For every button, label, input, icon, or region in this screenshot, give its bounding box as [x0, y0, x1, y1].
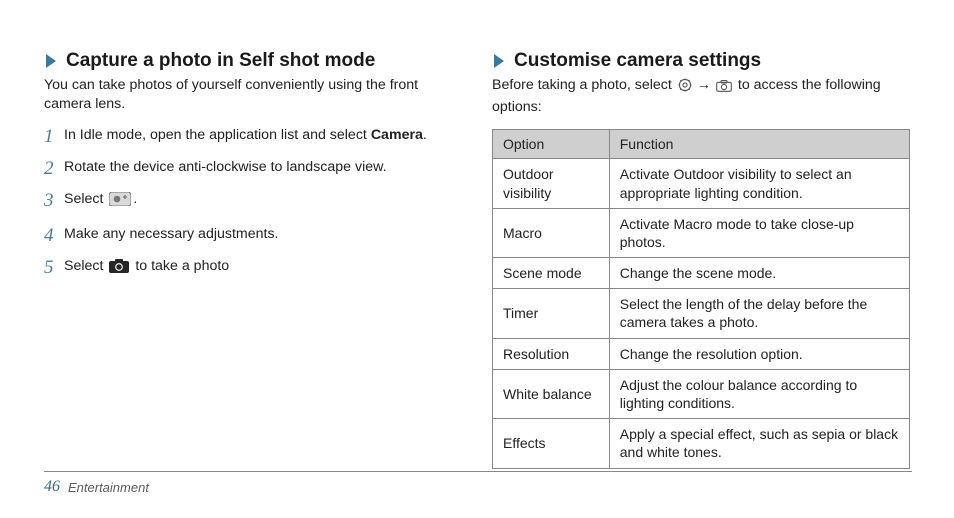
col-header-option: Option: [493, 130, 610, 159]
arrow-icon: →: [697, 77, 711, 93]
right-column: Customise camera settings Before taking …: [492, 50, 910, 469]
right-intro: Before taking a photo, select → to acces…: [492, 76, 910, 117]
camera-outline-icon: [716, 79, 732, 98]
table-row: MacroActivate Macro mode to take close-u…: [493, 208, 910, 257]
step-text: Rotate the device anti-clockwise to land…: [64, 158, 462, 177]
table-row: EffectsApply a special effect, such as s…: [493, 419, 910, 468]
gear-icon: [678, 78, 692, 98]
right-heading: Customise camera settings: [492, 50, 910, 72]
left-heading: Capture a photo in Self shot mode: [44, 50, 462, 72]
step-text: Select .: [64, 190, 462, 212]
table-row: TimerSelect the length of the delay befo…: [493, 289, 910, 338]
chevron-right-icon: [44, 53, 58, 69]
step-num: 5: [44, 258, 64, 277]
steps-list: 1 In Idle mode, open the application lis…: [44, 126, 462, 278]
left-intro: You can take photos of yourself convenie…: [44, 76, 462, 114]
col-header-function: Function: [609, 130, 909, 159]
step-5: 5 Select to take a photo: [44, 257, 462, 279]
step-4: 4 Make any necessary adjustments.: [44, 225, 462, 245]
step-num: 3: [44, 191, 64, 210]
page-footer: 46 Entertainment: [44, 478, 912, 496]
chevron-right-icon: [492, 53, 506, 69]
step-1: 1 In Idle mode, open the application lis…: [44, 126, 462, 146]
table-row: Outdoor visibilityActivate Outdoor visib…: [493, 159, 910, 208]
step-2: 2 Rotate the device anti-clockwise to la…: [44, 158, 462, 178]
step-num: 4: [44, 226, 64, 245]
options-table: Option Function Outdoor visibilityActiva…: [492, 129, 910, 468]
step-num: 2: [44, 159, 64, 178]
table-header-row: Option Function: [493, 130, 910, 159]
step-num: 1: [44, 127, 64, 146]
page-content: Capture a photo in Self shot mode You ca…: [0, 0, 954, 469]
table-row: Scene modeChange the scene mode.: [493, 258, 910, 289]
right-heading-text: Customise camera settings: [514, 50, 761, 72]
table-row: ResolutionChange the resolution option.: [493, 338, 910, 369]
step-text: Select to take a photo: [64, 257, 462, 279]
step-3: 3 Select .: [44, 190, 462, 212]
step-text: Make any necessary adjustments.: [64, 225, 462, 244]
camera-icon: [109, 259, 129, 279]
page-number: 46: [44, 478, 60, 496]
self-shot-icon: [109, 192, 131, 212]
step-text: In Idle mode, open the application list …: [64, 126, 462, 145]
table-row: White balanceAdjust the colour balance a…: [493, 369, 910, 418]
left-heading-text: Capture a photo in Self shot mode: [66, 50, 375, 72]
footer-divider: [44, 471, 912, 472]
footer-section-name: Entertainment: [68, 480, 149, 495]
left-column: Capture a photo in Self shot mode You ca…: [44, 50, 462, 469]
